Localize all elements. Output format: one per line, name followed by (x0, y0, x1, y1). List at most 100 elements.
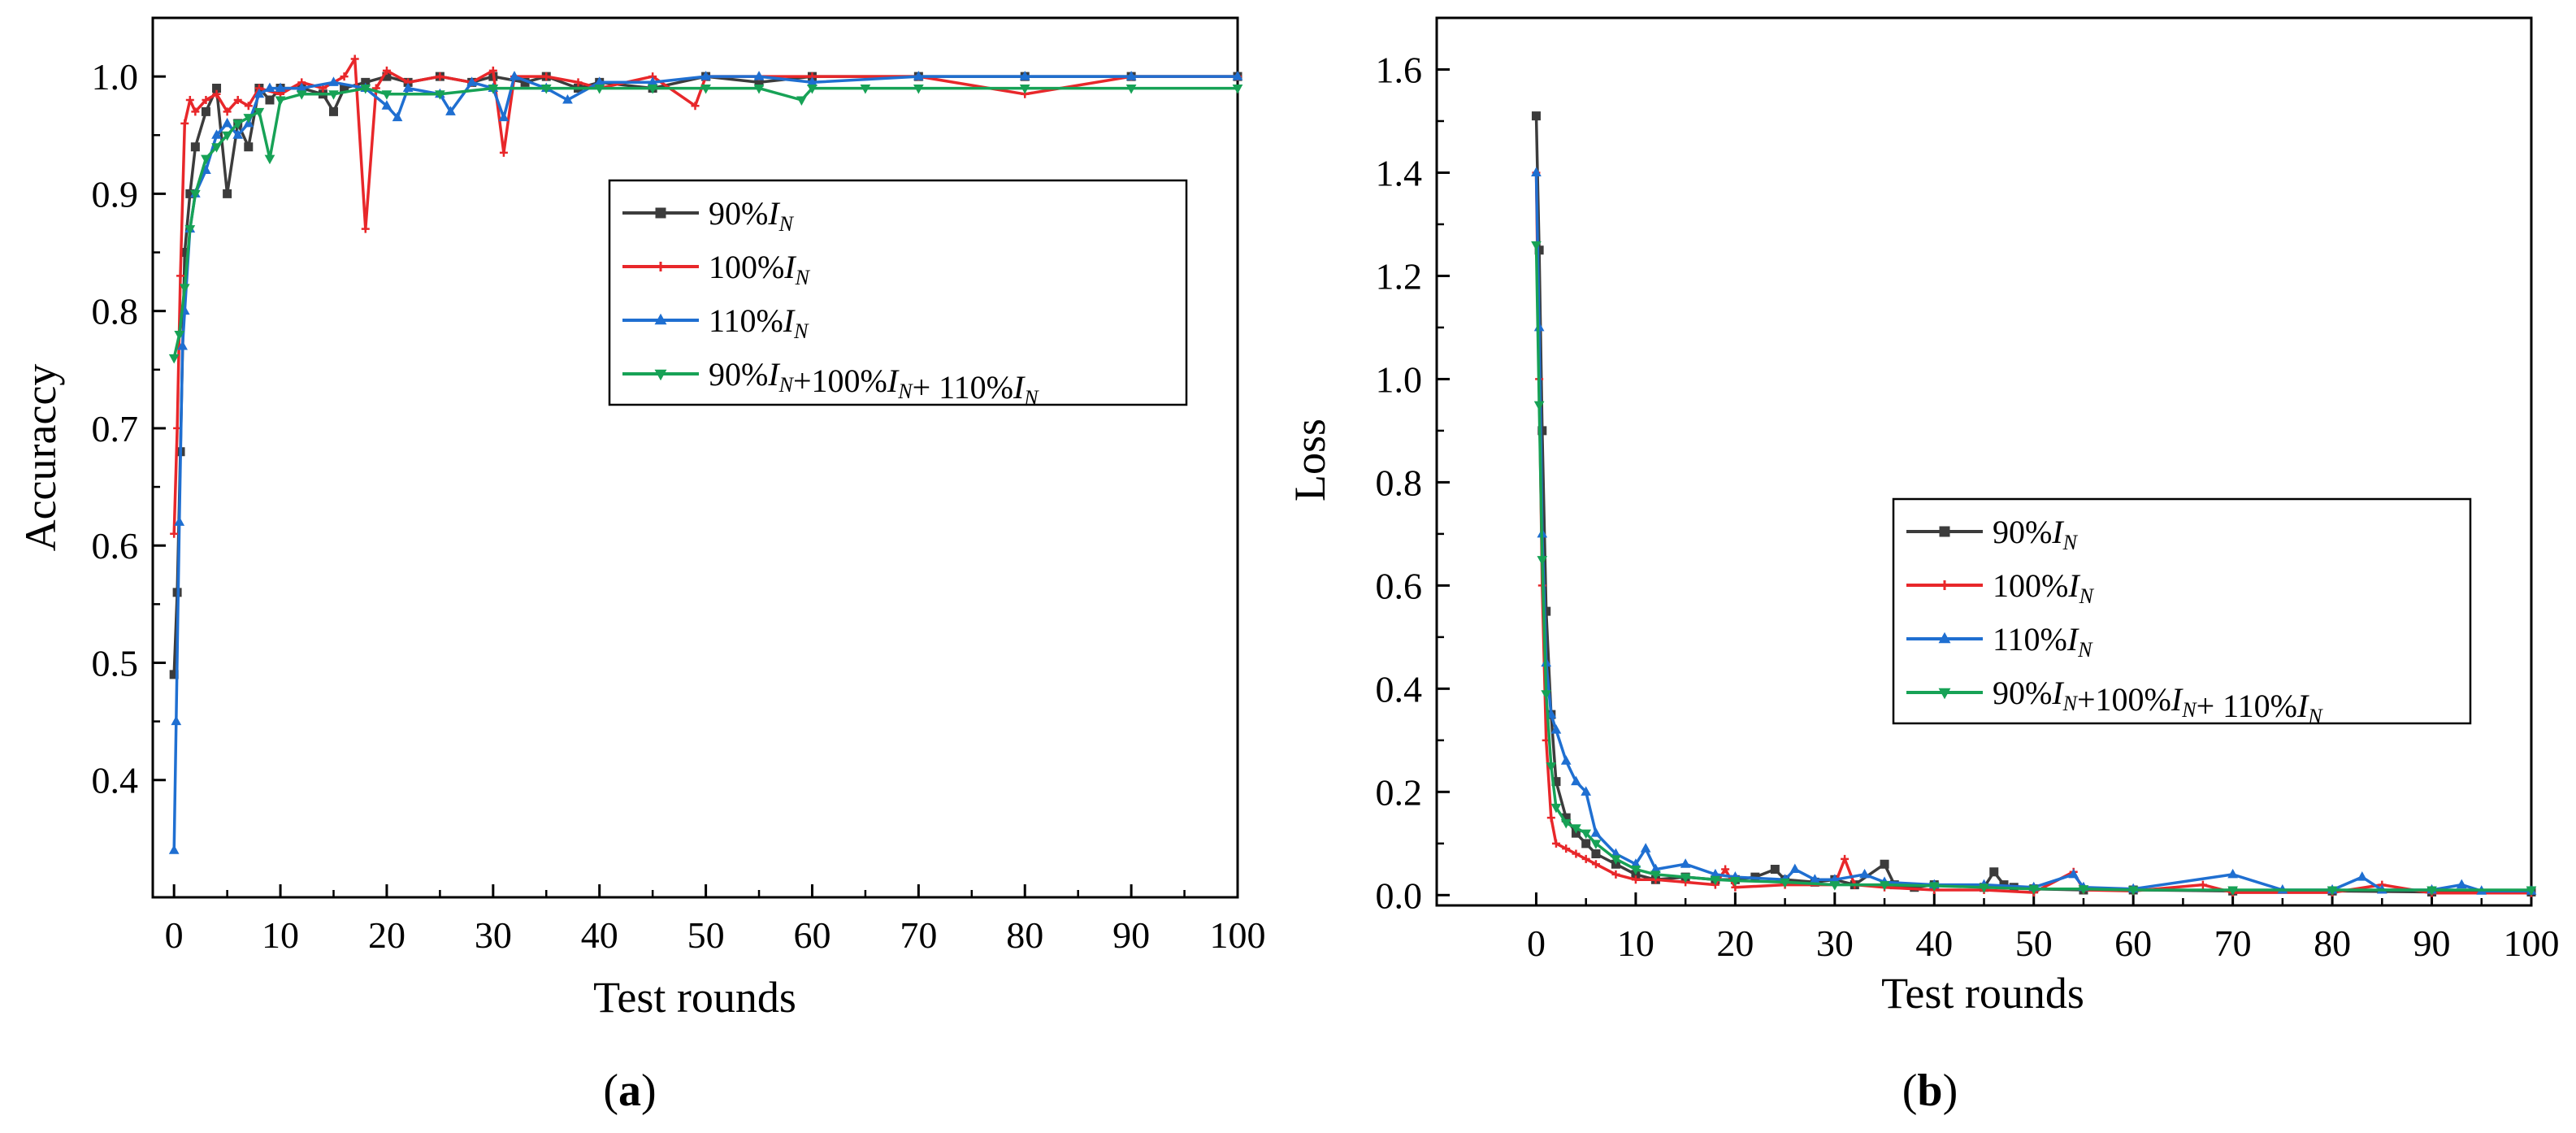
x-tick-label: 70 (900, 914, 937, 956)
series-4-point (243, 114, 254, 124)
legend-marker-4 (1938, 688, 1951, 700)
x-tick-label: 50 (687, 914, 725, 956)
series-2-point (244, 102, 253, 111)
series-4-point (1232, 85, 1243, 94)
y-tick-label: 0.6 (1376, 565, 1423, 606)
legend-marker-3 (654, 313, 667, 325)
y-tick-label: 1.4 (1376, 152, 1423, 193)
series-4-point (2028, 885, 2040, 895)
legend-label-4: 90%IN+100%IN+ 110%IN (1993, 675, 2323, 728)
series-2-point (1546, 814, 1555, 823)
x-tick-label: 30 (1816, 922, 1854, 964)
series-3-point (2068, 868, 2079, 879)
series-4-point (1928, 882, 1940, 892)
series-3-point (1550, 724, 1562, 734)
series-3-point (2357, 871, 2368, 881)
y-tick-label: 0.9 (92, 173, 139, 215)
series-4-point (232, 119, 244, 129)
panel-b-legend: 90%IN 100%IN 110%IN 90%IN+100%IN+ 110%IN (1892, 497, 2472, 728)
panel-b-legend-box (1892, 497, 2472, 725)
series-1-point (329, 106, 338, 116)
series-3-point (1581, 786, 1592, 796)
legend-label-3: 110%IN (1993, 621, 2093, 662)
panel-a-label: (a) (603, 1066, 656, 1116)
x-tick-label: 60 (793, 914, 830, 956)
panel-a-x-axis-label: Test rounds (593, 973, 796, 1022)
series-4-point (201, 154, 211, 165)
legend-label-1: 90%IN (709, 195, 795, 236)
x-tick-label: 20 (368, 914, 405, 956)
series-2-point (499, 148, 508, 157)
series-4-point (594, 85, 605, 94)
series-2-point (574, 78, 583, 87)
series-1-point (223, 189, 232, 198)
series-3-point (392, 111, 403, 122)
series-4-point (1550, 803, 1562, 814)
series-4-point (254, 107, 265, 118)
series-3-point (328, 76, 339, 86)
y-tick-label: 0.2 (1376, 771, 1423, 813)
panel-a-y-axis-label: Accuraccy (16, 364, 65, 552)
series-1-point (1770, 865, 1780, 875)
series-1-point (244, 142, 254, 152)
series-line-4 (1534, 245, 2531, 892)
series-2-point (1631, 875, 1640, 884)
series-4-point (807, 85, 817, 94)
series-3-point (1680, 858, 1691, 868)
legend-label-2: 100%IN (709, 249, 811, 289)
panel-b-label: (b) (1902, 1066, 1958, 1116)
y-tick-label: 1.0 (1376, 358, 1423, 400)
series-1-point (201, 106, 210, 116)
series-2-point (170, 529, 179, 538)
legend-marker-2 (1940, 580, 1949, 590)
series-4-point (2227, 886, 2238, 896)
series-1-point (212, 84, 222, 93)
series-4-point (1829, 881, 1841, 891)
series-4-point (860, 85, 871, 94)
series-4-point (1581, 829, 1592, 840)
y-tick-label: 0.4 (1376, 668, 1423, 710)
y-tick-label: 0.8 (1376, 462, 1423, 503)
x-tick-label: 40 (1915, 922, 1953, 964)
series-3-point (264, 82, 275, 93)
series-4-point (2078, 885, 2089, 895)
x-tick-label: 10 (262, 914, 299, 956)
legend-marker-2 (656, 262, 666, 271)
series-4-point (1780, 878, 1790, 888)
series-3-point (1640, 843, 1651, 853)
series-2-point (185, 95, 194, 104)
panel-a-accuracy-chart: 0 10 20 30 40 50 60 70 80 90 100 0.40.50.60.70.80.… (16, 16, 1266, 1116)
panel-a-plot-frame (151, 16, 1239, 899)
series-3-point (1560, 755, 1572, 765)
y-tick-label: 0.8 (92, 291, 139, 332)
legend-marker-3 (1938, 632, 1951, 644)
panel-a-y-ticks: 0.4 0.5 0.6 0.7 0.8 0.9 1.0 (92, 56, 166, 801)
series-2-point (361, 224, 370, 233)
series-4-point (488, 85, 499, 94)
series-2-point (1611, 870, 1620, 879)
series-4-point (296, 90, 307, 100)
series-4-point (647, 85, 658, 94)
series-1-point (1581, 839, 1591, 849)
series-4-point (1541, 690, 1552, 700)
series-2-point (691, 102, 700, 111)
series-1-point (265, 95, 275, 105)
series-2-point (1562, 844, 1571, 853)
y-tick-label: 0.6 (92, 525, 139, 566)
x-tick-label: 40 (581, 914, 618, 956)
x-tick-label: 10 (1617, 922, 1654, 964)
panel-b-x-axis-label: Test rounds (1881, 969, 2084, 1018)
panel-a-series (168, 54, 1243, 854)
series-4-point (1537, 556, 1548, 566)
series-4-point (1533, 401, 1545, 411)
series-2-point (202, 95, 210, 104)
legend-label-3: 110%IN (709, 302, 809, 343)
series-3-point (275, 82, 286, 93)
series-3-point (1590, 827, 1602, 837)
series-3-point (498, 111, 510, 122)
series-2-point (488, 66, 497, 75)
y-tick-label: 1.6 (1376, 49, 1423, 90)
series-3-point (174, 516, 185, 526)
series-3-point (445, 106, 456, 115)
series-4-point (1125, 85, 1137, 94)
